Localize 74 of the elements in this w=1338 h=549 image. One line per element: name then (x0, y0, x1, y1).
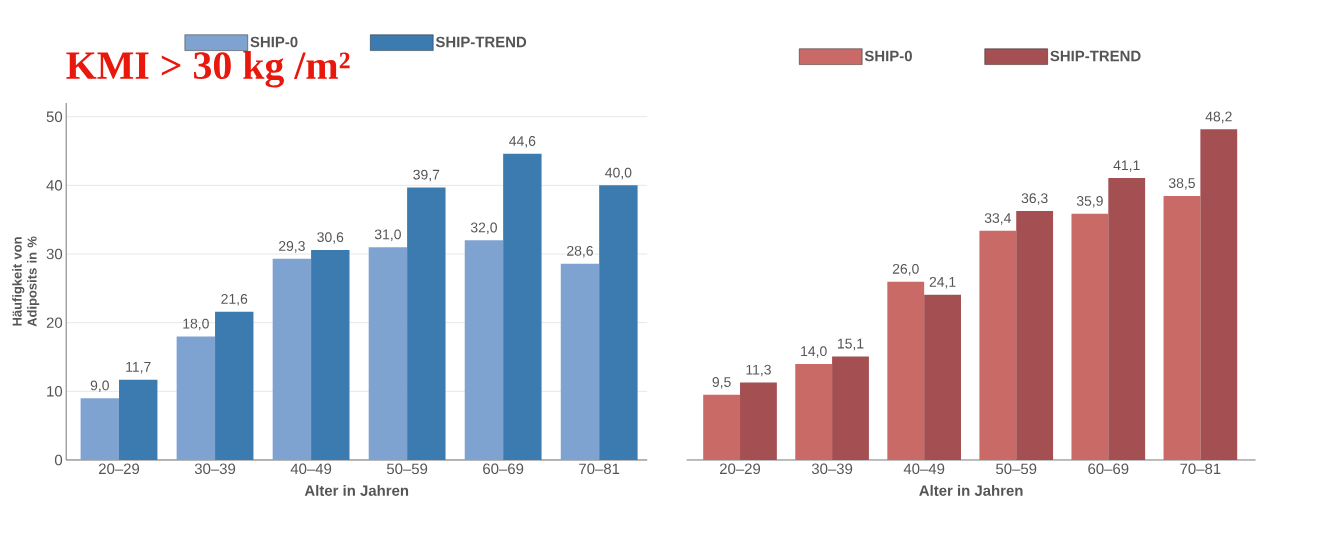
data-label: 38,5 (1168, 178, 1195, 190)
bar (464, 240, 504, 460)
x-tick-label: 40–49 (290, 463, 332, 475)
bar (311, 249, 350, 460)
legend-label: SHIP-0 (250, 36, 298, 48)
y-tick-label: 40 (46, 180, 63, 191)
data-label: 9,5 (712, 377, 731, 389)
data-label: 36,3 (1021, 193, 1048, 205)
x-tick-label: 20–29 (98, 463, 140, 475)
data-label: 32,0 (470, 222, 497, 235)
data-label: 11,7 (126, 362, 151, 374)
bar (1016, 210, 1054, 460)
y-tick-label: 10 (47, 386, 63, 397)
x-tick-label: 60–69 (483, 463, 524, 475)
bar (979, 230, 1017, 460)
bar (407, 187, 446, 460)
legend-label: SHIP-TREND (435, 36, 527, 48)
data-label: 11,3 (746, 364, 771, 377)
x-tick-label: 40–49 (903, 463, 945, 475)
data-label: 14,0 (801, 346, 827, 358)
bar (80, 398, 120, 460)
data-label: 33,4 (984, 213, 1011, 225)
data-label: 15,1 (837, 338, 864, 351)
y-tick-label: 0 (54, 454, 63, 466)
data-label: 44,6 (509, 136, 536, 148)
x-axis-title: Alter in Jahren (919, 484, 1023, 496)
bar (1071, 213, 1109, 460)
data-label: 26,0 (892, 263, 919, 276)
data-label: 28,6 (567, 245, 593, 258)
bar (1108, 178, 1146, 460)
x-tick-label: 70–81 (1180, 463, 1221, 475)
bar (368, 247, 408, 460)
data-label: 40,0 (605, 167, 632, 180)
data-label: 48,2 (1205, 111, 1232, 124)
bar (176, 336, 216, 460)
data-label: 9,0 (90, 380, 109, 392)
legend-label: SHIP-TREND (1050, 50, 1141, 62)
bar (703, 394, 741, 460)
chart-title: KMI > 30 kg /m² (66, 51, 350, 88)
bar (272, 258, 312, 460)
bar (887, 281, 925, 460)
bar (560, 263, 600, 460)
data-label: 24,1 (929, 276, 956, 289)
x-axis-title: Alter in Jahren (304, 484, 409, 496)
x-tick-label: 30–39 (194, 463, 236, 475)
bar (740, 382, 777, 460)
x-tick-label: 50–59 (996, 463, 1037, 475)
bar (215, 311, 254, 460)
y-tick-label: 30 (46, 248, 63, 260)
data-label: 21,6 (221, 293, 248, 306)
data-label: 35,9 (1076, 195, 1103, 208)
data-label: 39,7 (413, 169, 440, 182)
data-label: 29,3 (279, 241, 305, 253)
bar (599, 185, 638, 460)
data-label: 41,1 (1113, 160, 1140, 172)
x-tick-label: 70–81 (579, 463, 620, 475)
data-label: 30,6 (317, 232, 344, 244)
data-label: 31,0 (374, 229, 401, 241)
bar (503, 153, 542, 460)
x-tick-label: 20–29 (719, 463, 761, 475)
y-axis-title: Häufigkeit von Adiposits in % (12, 236, 40, 327)
x-tick-label: 30–39 (811, 463, 853, 475)
x-tick-label: 60–69 (1088, 463, 1129, 475)
legend-label: SHIP-0 (864, 50, 912, 62)
y-tick-label: 20 (46, 317, 63, 328)
data-label: 18,0 (183, 318, 209, 331)
bar (119, 379, 158, 460)
bar (1200, 129, 1238, 460)
bar (795, 363, 833, 460)
bar (832, 356, 869, 460)
y-tick-label: 50 (46, 111, 63, 122)
x-tick-label: 50–59 (386, 463, 428, 475)
bar (1163, 195, 1201, 460)
bar (924, 294, 961, 460)
